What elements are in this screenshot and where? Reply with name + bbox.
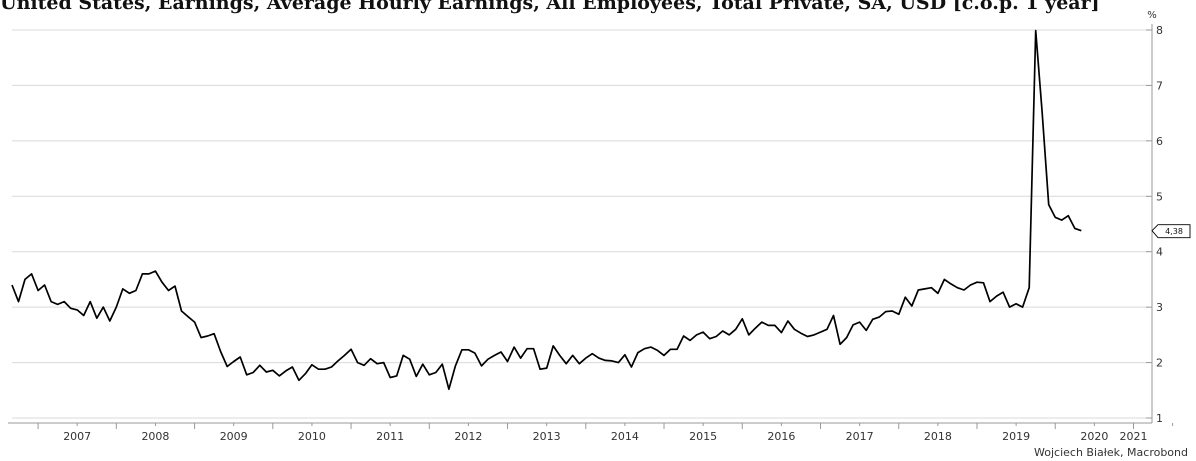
y-tick-label-7: 7 <box>1156 79 1163 92</box>
x-tick-label-2013: 2013 <box>533 430 561 443</box>
x-tick-label-2021: 2021 <box>1119 430 1147 443</box>
source-credit: Wojciech Białek, Macrobond <box>1034 446 1188 459</box>
y-tick-label-2: 2 <box>1156 357 1163 370</box>
y-tick-label-4: 4 <box>1156 246 1163 259</box>
x-tick-label-2012: 2012 <box>454 430 482 443</box>
x-axis-ticks: 2007 2008 2009 2010 2011 2012 2013 2014 2015 2016… <box>37 423 1174 443</box>
y-tick-label-1: 1 <box>1156 412 1163 425</box>
y-tick-label-3: 3 <box>1156 301 1163 314</box>
x-tick-label-2016: 2016 <box>767 430 795 443</box>
axes <box>8 24 1153 424</box>
x-tick-label-2015: 2015 <box>689 430 717 443</box>
x-tick-label-2008: 2008 <box>141 430 169 443</box>
last-value-callout-box <box>1151 224 1191 239</box>
last-value-label: 4,38 <box>1165 227 1183 236</box>
y-axis-ticks: 1 2 3 4 5 6 7 8 <box>1146 24 1163 425</box>
gridlines <box>12 29 1148 419</box>
chart-title: United States, Earnings, Average Hourly … <box>0 0 1100 14</box>
y-axis-unit-label: % <box>1147 10 1157 21</box>
y-tick-label-6: 6 <box>1156 135 1163 148</box>
x-tick-label-2011: 2011 <box>376 430 404 443</box>
y-tick-label-8: 8 <box>1156 24 1163 37</box>
x-tick-label-2014: 2014 <box>611 430 639 443</box>
x-tick-label-2007: 2007 <box>63 430 91 443</box>
series-line-hourly-earnings <box>11 29 1082 391</box>
y-tick-label-5: 5 <box>1156 190 1163 203</box>
x-tick-label-2020: 2020 <box>1080 430 1108 443</box>
last-value-marker: 4,38 <box>1151 224 1191 239</box>
x-tick-label-2009: 2009 <box>220 430 248 443</box>
x-tick-label-2019: 2019 <box>1002 430 1030 443</box>
x-tick-label-2017: 2017 <box>846 430 874 443</box>
x-tick-label-2018: 2018 <box>924 430 952 443</box>
x-tick-label-2010: 2010 <box>298 430 326 443</box>
